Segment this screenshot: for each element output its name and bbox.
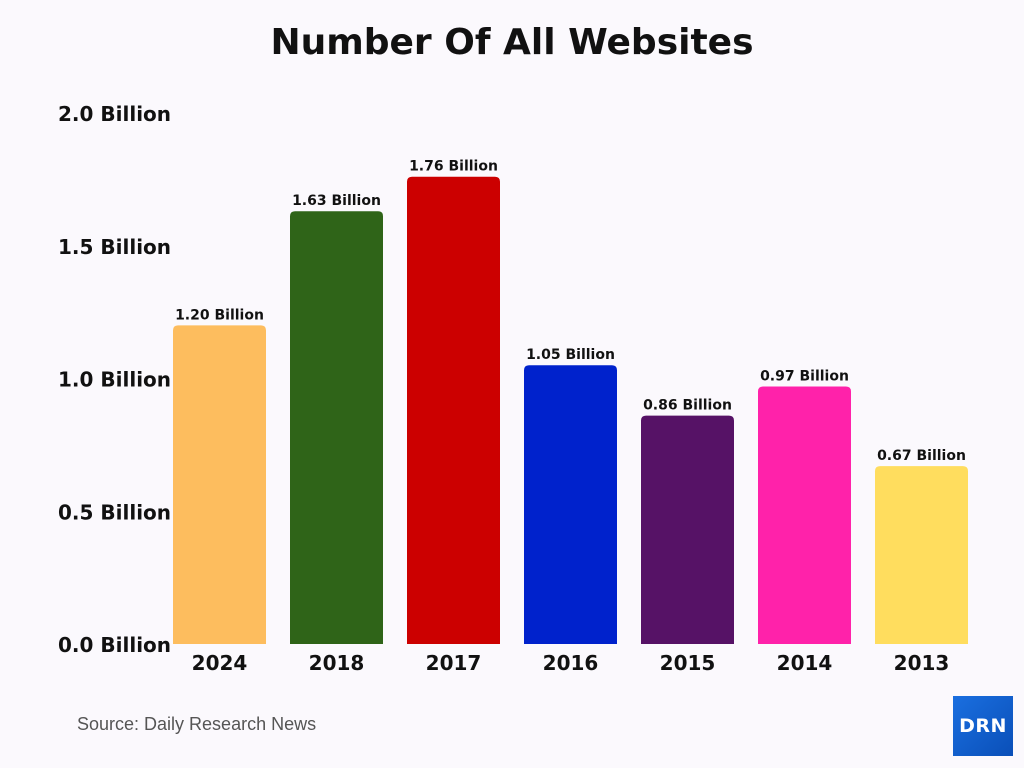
x-tick-label: 2024	[192, 651, 248, 675]
y-tick-label: 1.5 Billion	[58, 235, 171, 259]
x-tick-label: 2016	[543, 651, 599, 675]
y-tick-label: 0.5 Billion	[58, 500, 171, 524]
data-label: 1.20 Billion	[175, 307, 264, 323]
bar-2018	[290, 211, 383, 645]
y-tick-label: 0.0 Billion	[58, 633, 171, 657]
x-tick-label: 2018	[309, 651, 365, 675]
y-tick-label: 2.0 Billion	[58, 102, 171, 126]
data-label: 1.76 Billion	[409, 159, 498, 175]
data-label: 1.63 Billion	[292, 193, 381, 209]
x-tick-label: 2017	[426, 651, 482, 675]
source-note: Source: Daily Research News	[77, 714, 317, 734]
drn-logo: DRN	[953, 696, 1013, 756]
bar-2013	[875, 466, 968, 644]
y-tick-label: 1.0 Billion	[58, 368, 171, 392]
chart-title: Number Of All Websites	[270, 22, 754, 63]
data-label: 0.67 Billion	[877, 448, 966, 464]
bar-2014	[758, 386, 851, 644]
x-tick-label: 2014	[777, 651, 833, 675]
bar-2016	[524, 365, 617, 644]
data-label: 0.86 Billion	[643, 398, 732, 414]
bar-2024	[173, 325, 266, 644]
x-tick-label: 2013	[894, 651, 950, 675]
data-label: 1.05 Billion	[526, 347, 615, 363]
bar-2017	[407, 176, 500, 644]
data-label: 0.97 Billion	[760, 368, 849, 384]
x-tick-label: 2015	[660, 651, 716, 675]
bar-2015	[641, 415, 734, 644]
